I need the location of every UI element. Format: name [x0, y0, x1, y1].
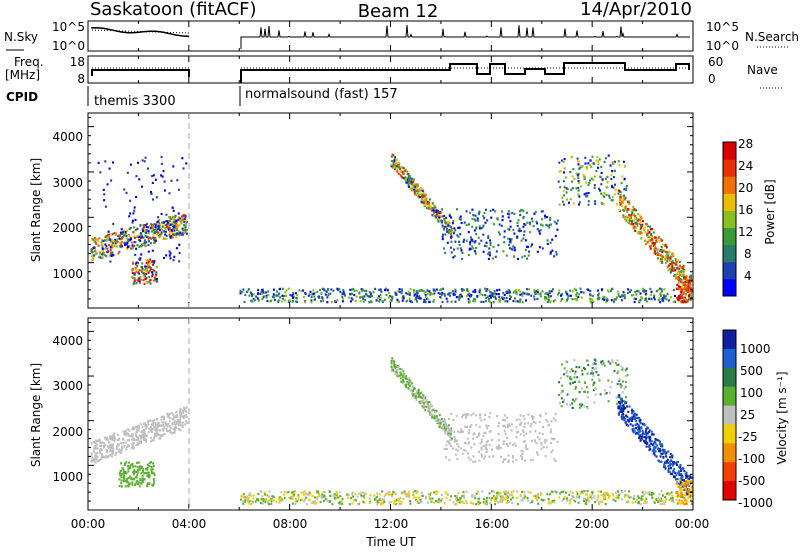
noise-left-tick-top: 10^5 [52, 20, 85, 34]
xtick-12: 12:00 [374, 517, 409, 531]
freq-right-tick-bottom: 0 [708, 72, 716, 86]
velocity-cbar-tick-25: 25 [740, 408, 755, 422]
xtick-00: 00:00 [71, 517, 106, 531]
power-cbar-label: Power [dB] [763, 179, 777, 244]
date-title: 14/Apr/2010 [580, 0, 692, 20]
velocity-cbar-tick-neg25: -25 [738, 430, 758, 444]
power-panel: Slant Range [km] 1000 2000 3000 4000 4 8… [29, 112, 777, 309]
velocity-cbar-tick-100: 100 [740, 386, 763, 400]
velocity-data [90, 357, 694, 506]
power-cbar-tick-20: 20 [738, 181, 753, 195]
velocity-cbar-tick-neg500: -500 [738, 474, 765, 488]
power-cbar-tick-8: 8 [744, 247, 752, 261]
x-axis: 00:00 04:00 08:00 12:00 16:00 20:00 00:0… [71, 517, 710, 549]
power-cbar-tick-4: 4 [744, 269, 752, 283]
power-ytick-2000: 2000 [52, 221, 83, 235]
velocity-cbar-label: Velocity [m s⁻¹] [775, 371, 789, 464]
power-ytick-1000: 1000 [52, 267, 83, 281]
velocity-ytick-1000: 1000 [52, 470, 83, 484]
cpid-label: CPID [6, 90, 38, 104]
velocity-frame [87, 317, 694, 511]
power-ylabel: Slant Range [km] [29, 158, 43, 262]
noise-search-label: N.Search [745, 30, 799, 44]
noise-traces [91, 25, 690, 49]
velocity-cbar-tick-1000: 1000 [740, 342, 771, 356]
velocity-ylabel: Slant Range [km] [29, 363, 43, 467]
velocity-colorbar [722, 329, 737, 501]
nave-label: Nave [747, 63, 778, 77]
freq-unit-label: [MHz] [5, 68, 40, 82]
velocity-ytick-2000: 2000 [52, 425, 83, 439]
power-cbar-tick-28: 28 [738, 137, 753, 151]
velocity-cbar-tick-500: 500 [740, 364, 763, 378]
station-title: Saskatoon (fitACF) [90, 0, 257, 20]
beam-title: Beam 12 [358, 1, 439, 22]
freq-left-tick-top: 18 [70, 55, 85, 69]
xtick-24: 00:00 [675, 517, 710, 531]
xtick-16: 16:00 [475, 517, 510, 531]
cpid-program-1: themis 3300 [94, 94, 176, 109]
freq-right-tick-top: 60 [708, 55, 723, 69]
velocity-panel: Slant Range [km] 1000 2000 3000 4000 100… [29, 317, 789, 511]
xtick-20: 20:00 [575, 517, 610, 531]
velocity-cbar-tick-neg100: -100 [738, 452, 765, 466]
velocity-cbar-tick-neg1000: -1000 [738, 496, 773, 510]
noise-left-tick-bottom: 10^0 [52, 39, 85, 53]
noise-panel: N.Sky 10^5 10^0 10^5 10^0 N.Search [4, 20, 799, 53]
power-data [90, 153, 694, 304]
power-colorbar [722, 141, 737, 297]
power-ytick-3000: 3000 [52, 176, 83, 190]
power-cbar-tick-16: 16 [738, 203, 753, 217]
power-cbar-tick-24: 24 [738, 159, 753, 173]
freq-traces [91, 62, 690, 83]
tick-marks [87, 21, 694, 511]
cpid-panel: CPID themis 3300 normalsound (fast) 157 [6, 86, 398, 109]
noise-right-tick-top: 10^5 [706, 20, 739, 34]
freq-left-tick-bottom: 8 [77, 72, 85, 86]
cpid-program-2: normalsound (fast) 157 [245, 87, 398, 102]
freq-label: Freq. [14, 55, 44, 69]
xtick-04: 04:00 [172, 517, 207, 531]
freq-panel: Freq. [MHz] 18 8 60 0 Nave [5, 55, 783, 89]
velocity-ytick-4000: 4000 [52, 334, 83, 348]
x-axis-label: Time UT [365, 535, 416, 549]
power-cbar-tick-12: 12 [738, 225, 753, 239]
noise-right-tick-bottom: 10^0 [706, 39, 739, 53]
xtick-08: 08:00 [273, 517, 308, 531]
power-frame [87, 112, 694, 309]
noise-sky-label: N.Sky [4, 30, 38, 44]
power-ytick-4000: 4000 [52, 130, 83, 144]
velocity-ytick-3000: 3000 [52, 379, 83, 393]
